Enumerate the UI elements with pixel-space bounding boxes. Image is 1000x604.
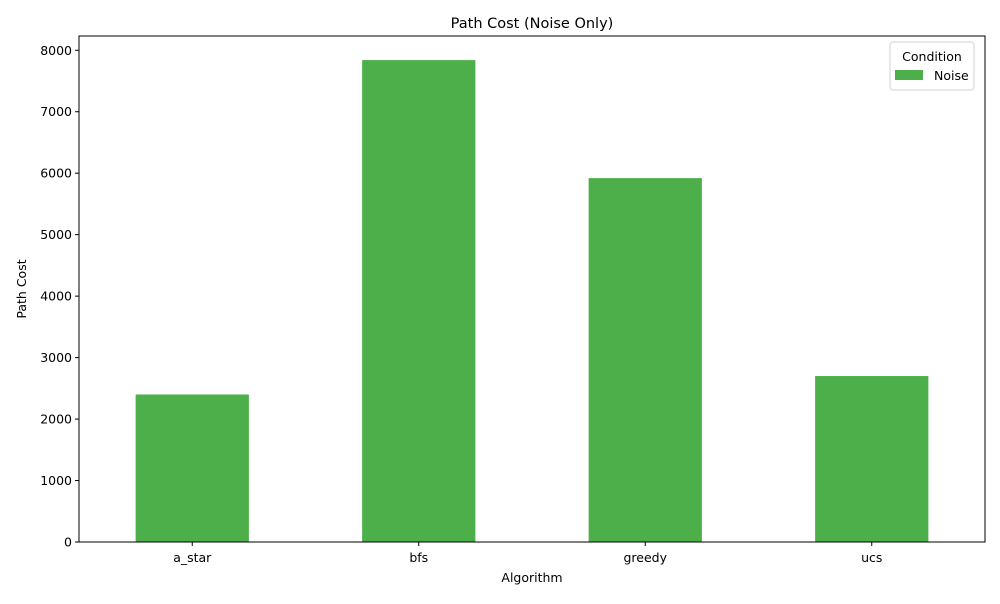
chart-title: Path Cost (Noise Only) (451, 16, 614, 32)
y-tick-label: 3000 (40, 350, 72, 365)
y-tick-label: 5000 (40, 227, 72, 242)
y-axis-label: Path Cost (14, 259, 29, 318)
plot-area (78, 35, 986, 543)
legend-title: Condition (902, 49, 962, 64)
x-tick-label-a_star: a_star (173, 550, 212, 565)
y-tick-label: 7000 (40, 104, 72, 119)
bar-greedy (588, 178, 702, 543)
y-tick-label: 1000 (40, 473, 72, 488)
bar-a_star (135, 394, 249, 542)
x-axis: a_star bfs greedy ucs (173, 542, 882, 565)
y-axis: 0 1000 2000 3000 4000 5000 6000 7000 8000 (40, 43, 79, 550)
bar-bfs (362, 60, 476, 542)
x-tick-label-greedy: greedy (623, 550, 667, 565)
y-tick-label: 6000 (40, 166, 72, 181)
legend-swatch-noise (895, 70, 923, 80)
y-tick-label: 0 (64, 535, 72, 550)
legend: Condition Noise (889, 41, 975, 91)
plot-frame (78, 35, 986, 543)
x-axis-label: Algorithm (501, 570, 562, 585)
y-tick-label: 4000 (40, 289, 72, 304)
bar-ucs (815, 376, 929, 542)
legend-label-noise: Noise (934, 68, 969, 83)
x-tick-label-bfs: bfs (409, 550, 428, 565)
y-tick-label: 8000 (40, 43, 72, 58)
y-tick-label: 2000 (40, 412, 72, 427)
x-tick-label-ucs: ucs (861, 550, 882, 565)
